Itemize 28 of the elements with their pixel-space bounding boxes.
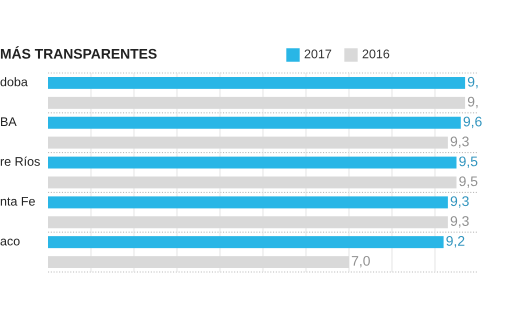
- data-label: 9,3: [450, 196, 469, 208]
- bar: [48, 156, 456, 169]
- bar: [48, 116, 461, 129]
- data-label: 9,3: [450, 216, 469, 228]
- legend-label: 2016: [362, 50, 390, 58]
- data-label: 9,6: [464, 116, 482, 128]
- data-label: 9,2: [446, 236, 464, 248]
- data-label: 9,3: [450, 136, 469, 148]
- data-label: 7,0: [352, 256, 370, 268]
- data-label: 9,5: [459, 176, 478, 188]
- y-tick-label: aco: [0, 238, 20, 246]
- bar: [48, 96, 466, 109]
- y-tick-label: re Ríos: [0, 156, 40, 166]
- bar: [48, 176, 456, 188]
- bar: [48, 196, 448, 208]
- bar: [48, 136, 448, 149]
- chart-title: MÁS TRANSPARENTES: [0, 46, 157, 59]
- y-tick-label: doba: [0, 77, 28, 86]
- annotation: 9,: [468, 76, 478, 88]
- y-tick-label: BA: [1, 117, 17, 126]
- y-tick-label: nta Fe: [0, 196, 35, 206]
- annotation: 9,: [468, 96, 478, 108]
- bar: [48, 216, 448, 228]
- bar: [48, 256, 349, 268]
- bar: [48, 236, 444, 248]
- bar: [48, 76, 466, 89]
- legend-label: 2017: [304, 50, 332, 58]
- data-label: 9,5: [459, 156, 478, 168]
